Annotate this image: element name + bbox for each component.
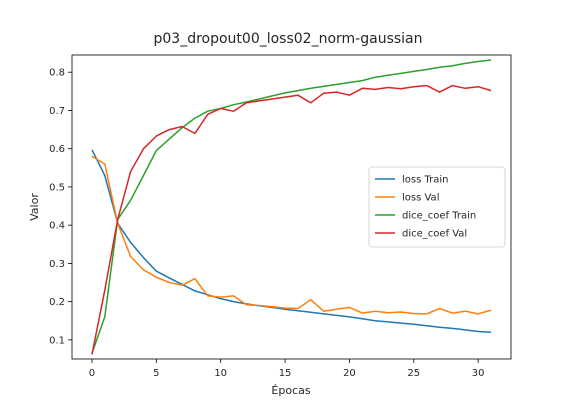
legend-label: loss Train xyxy=(402,175,449,186)
y-axis: 0.1 0.2 0.3 0.4 0.5 0.6 0.7 0.8 xyxy=(49,68,72,346)
x-axis: 0 5 10 15 20 25 30 xyxy=(89,359,485,379)
y-tick-label: 0.6 xyxy=(49,144,65,155)
x-tick-label: 25 xyxy=(407,368,420,379)
x-tick-label: 5 xyxy=(153,368,159,379)
x-axis-label: Épocas xyxy=(271,384,310,397)
y-tick-label: 0.1 xyxy=(49,335,65,346)
x-tick-label: 15 xyxy=(279,368,292,379)
series-layer xyxy=(91,59,492,355)
y-tick-label: 0.2 xyxy=(49,297,65,308)
x-tick-label: 20 xyxy=(343,368,356,379)
legend: loss Train loss Val dice_coef Train dice_co… xyxy=(368,166,506,248)
series-line-loss-train xyxy=(91,149,492,333)
chart-title: p03_dropout00_loss02_norm-gaussian xyxy=(154,31,423,47)
plot-area xyxy=(71,54,512,360)
y-tick-label: 0.4 xyxy=(49,221,65,232)
x-tick-label: 0 xyxy=(89,368,95,379)
y-tick-label: 0.5 xyxy=(49,182,65,193)
legend-label: dice_coef Val xyxy=(402,229,467,240)
series-line-dice-coef-train xyxy=(91,59,492,354)
legend-label: dice_coef Train xyxy=(402,211,476,222)
series-line-dice-coef-val xyxy=(91,84,492,355)
y-tick-label: 0.7 xyxy=(49,106,65,117)
series-line-loss-val xyxy=(91,155,492,315)
y-axis-label: Valor xyxy=(28,193,41,221)
legend-box xyxy=(368,166,506,248)
y-tick-label: 0.3 xyxy=(49,259,65,270)
x-tick-label: 10 xyxy=(214,368,227,379)
y-tick-label: 0.8 xyxy=(49,68,65,79)
legend-label: loss Val xyxy=(402,193,439,204)
x-tick-label: 30 xyxy=(472,368,485,379)
